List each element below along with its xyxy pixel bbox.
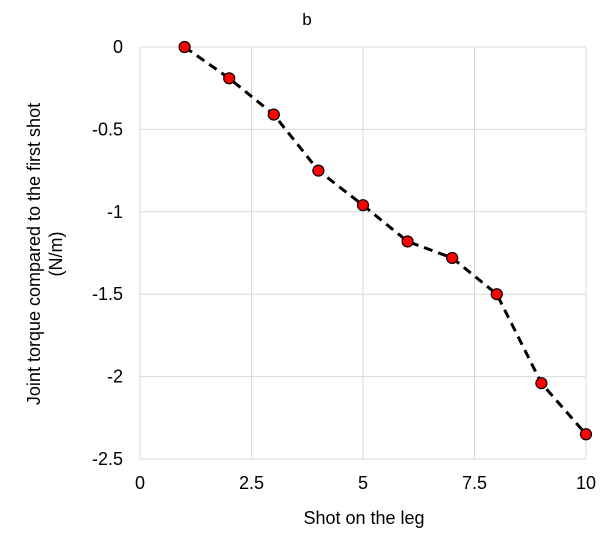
data-point-5 [401, 235, 414, 248]
chart-title: b [302, 10, 311, 29]
y-tick-label-5: -2.5 [92, 449, 123, 469]
x-tick-label-2: 5 [358, 473, 368, 493]
y-axis-label-line2: (N/m) [46, 232, 66, 277]
data-point-0 [178, 40, 191, 54]
x-axis-label: Shot on the leg [303, 508, 424, 528]
y-tick-label-2: -1 [107, 202, 123, 222]
y-tick-label-0: 0 [113, 37, 123, 57]
y-tick-label-4: -2 [107, 367, 123, 387]
grid [139, 46, 587, 460]
x-tick-label-1: 2.5 [239, 473, 264, 493]
data-point-4 [356, 199, 370, 212]
data-point-8 [535, 377, 548, 390]
y-tick-label-1: -0.5 [92, 119, 123, 139]
data-point-6 [446, 251, 459, 265]
x-tick-labels: 0 2.5 5 7.5 10 [135, 473, 596, 493]
data-point-1 [223, 72, 236, 85]
data-point-2 [267, 108, 280, 121]
data-point-3 [312, 164, 325, 177]
y-tick-labels: 0 -0.5 -1 -1.5 -2 -2.5 [92, 37, 123, 469]
x-tick-label-4: 10 [576, 473, 596, 493]
x-tick-label-0: 0 [135, 473, 145, 493]
y-tick-label-3: -1.5 [92, 284, 123, 304]
y-axis-label-line1: Joint torque compared to the first shot [24, 103, 44, 405]
x-tick-label-3: 7.5 [462, 473, 487, 493]
data-point-7 [490, 288, 503, 301]
series-line-0 [183, 45, 588, 436]
y-axis-label: Joint torque compared to the first shot … [24, 103, 66, 405]
series-line-layer [183, 45, 588, 436]
data-points [178, 40, 593, 441]
data-point-9 [579, 428, 593, 441]
